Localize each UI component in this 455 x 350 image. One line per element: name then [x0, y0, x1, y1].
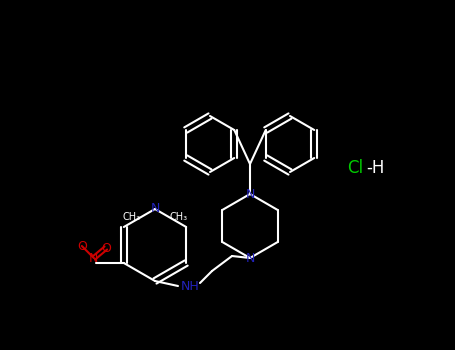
Text: N: N: [150, 203, 160, 216]
Text: Cl: Cl: [347, 159, 363, 177]
Text: N: N: [89, 252, 99, 265]
Text: O: O: [77, 239, 87, 252]
Text: NH: NH: [181, 280, 199, 293]
Text: CH₃: CH₃: [169, 212, 187, 222]
Text: -H: -H: [366, 159, 384, 177]
Text: N: N: [245, 188, 255, 201]
Text: O: O: [101, 241, 111, 254]
Text: CH₃: CH₃: [123, 212, 141, 222]
Text: N: N: [245, 252, 255, 265]
